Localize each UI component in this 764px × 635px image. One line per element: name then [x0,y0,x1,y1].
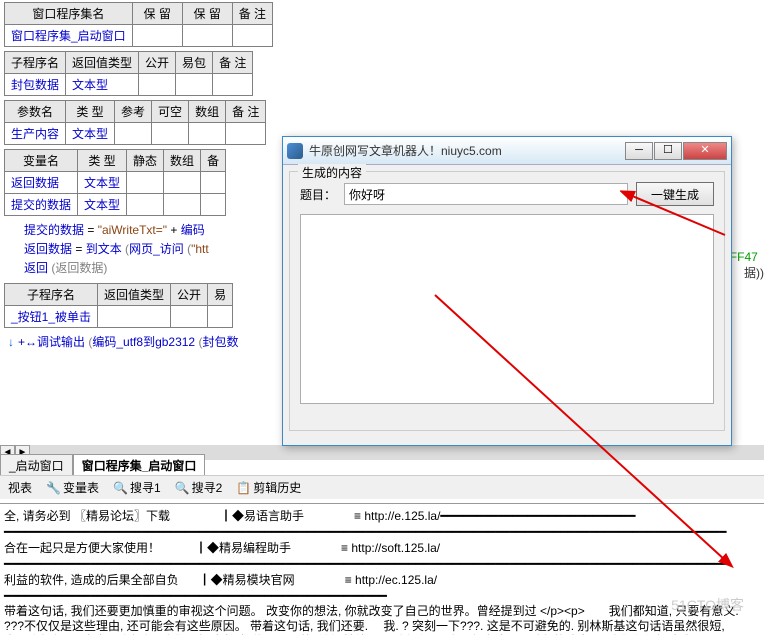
label-topic: 题目： [300,186,336,203]
tb-cliphist[interactable]: 📋 剪辑历史 [232,478,305,497]
tb-viewtable[interactable]: 视表 [4,478,36,497]
close-button[interactable]: ✕ [683,142,727,160]
tab-assembly[interactable]: 窗口程序集_启动窗口 [73,455,206,477]
dialog-title: 牛原创网写文章机器人！niuyc5.com [309,142,624,159]
table-vars: 变量名类 型静态数组备 返回数据文本型 提交的数据文本型 [4,149,226,216]
editor-tabs: _启动窗口 窗口程序集_启动窗口 [0,454,205,477]
tab-start-window[interactable]: _启动窗口 [0,455,73,477]
groupbox-legend: 生成的内容 [298,164,366,181]
app-icon [287,143,303,159]
minimize-button[interactable]: ─ [625,142,653,160]
table-subroutine1: 子程序名返回值类型公开易包备 注 封包数据文本型 [4,51,253,96]
tb-search2[interactable]: 🔍 搜寻2 [171,478,227,497]
input-topic[interactable] [344,183,628,205]
tb-vartable[interactable]: 🔧 变量表 [42,478,103,497]
dialog-titlebar[interactable]: 牛原创网写文章机器人！niuyc5.com ─ ☐ ✕ [283,137,731,165]
maximize-button[interactable]: ☐ [654,142,682,160]
table-params: 参数名类 型参考可空数组备 注 生产内容文本型 [4,100,266,145]
table-subroutine2: 子程序名返回值类型公开易 _按钮1_被单击 [4,283,233,328]
annotation-arrow-2 [430,290,740,570]
tb-search1[interactable]: 🔍 搜寻1 [109,478,165,497]
table-assembly: 窗口程序集名保 留保 留备 注 窗口程序集_启动窗口 [4,2,273,47]
watermark: 51CTO博客 [671,595,744,615]
annotation-arrow-1 [620,190,730,240]
